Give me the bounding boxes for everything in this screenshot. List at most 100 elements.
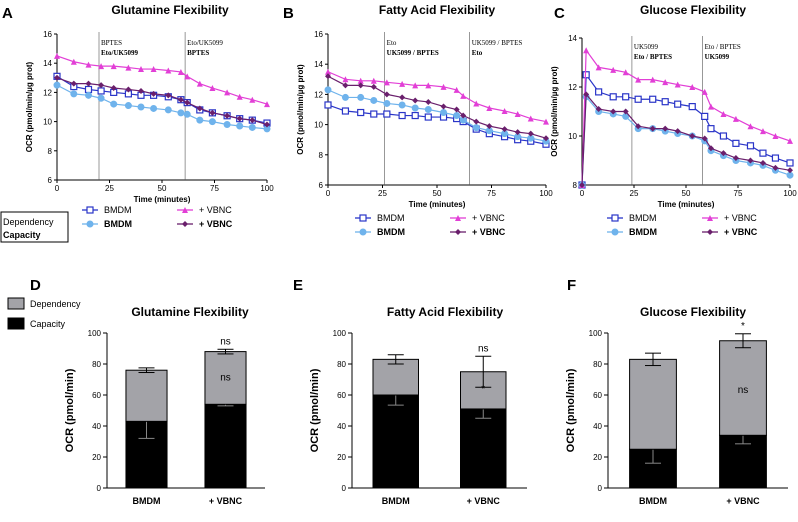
- data-point: [383, 99, 391, 107]
- injection-label: Eto/UK5099: [101, 49, 138, 57]
- y-tick-label: 10: [43, 118, 52, 127]
- x-tick-label: 50: [433, 189, 442, 198]
- data-point: [543, 135, 549, 142]
- legend-label: BMDM: [377, 227, 405, 237]
- data-point: [85, 80, 92, 87]
- injection-label: UK5099: [634, 43, 659, 51]
- data-point: [460, 112, 467, 119]
- y-tick-label: 12: [314, 90, 323, 99]
- chart-title: Glutamine Flexibility: [111, 3, 229, 17]
- data-point: [97, 87, 105, 95]
- y-tick-label: 0: [97, 484, 102, 493]
- data-point: [486, 123, 493, 130]
- y-axis-title: OCR (pmol/min/µg prot): [550, 66, 559, 157]
- injection-label: BPTES: [101, 39, 122, 47]
- legend-marker: [611, 228, 619, 236]
- data-point: [583, 47, 590, 54]
- data-point: [183, 110, 191, 118]
- panel-label: D: [30, 277, 41, 294]
- x-category-label: BMDM: [133, 496, 161, 506]
- data-point: [208, 118, 216, 126]
- data-point: [440, 109, 448, 117]
- legend-label: + VBNC: [199, 205, 232, 215]
- data-point: [579, 182, 585, 188]
- bar-dependency: [719, 340, 767, 436]
- legend-marker: [455, 215, 461, 221]
- y-tick-label: 12: [43, 88, 52, 97]
- legend-label: BMDM: [629, 213, 657, 223]
- bar-capacity: [460, 408, 507, 489]
- data-point: [411, 111, 419, 120]
- data-point: [610, 66, 617, 73]
- x-category-label: BMDM: [382, 496, 410, 506]
- data-point: [595, 64, 602, 71]
- data-point: [688, 102, 696, 111]
- data-point: [412, 97, 419, 104]
- legend-label: + VBNC: [724, 227, 758, 237]
- legend-label: BMDM: [104, 219, 132, 229]
- data-point: [425, 82, 432, 89]
- data-point: [110, 100, 118, 108]
- data-point: [398, 101, 406, 109]
- panel-label: A: [2, 5, 13, 22]
- y-axis-title: OCR (pmol/min/µg prot): [25, 61, 34, 152]
- injection-label: UK5099 / BPTES: [472, 39, 523, 47]
- bar-legend-swatch: [7, 317, 25, 330]
- panel-label: F: [567, 277, 576, 294]
- significance-label: *: [481, 384, 485, 395]
- data-point: [772, 133, 779, 139]
- x-tick-label: 0: [326, 189, 331, 198]
- data-point: [583, 91, 590, 98]
- data-point: [635, 123, 642, 130]
- data-point: [357, 108, 365, 117]
- bar-capacity: [372, 394, 419, 489]
- y-tick-label: 8: [48, 147, 53, 156]
- data-point: [720, 150, 727, 157]
- data-point: [674, 128, 681, 135]
- data-point: [501, 108, 508, 115]
- data-point: [357, 77, 364, 84]
- data-point: [701, 88, 708, 95]
- legend-marker: [611, 214, 619, 222]
- chart-title: Glutamine Flexibility: [131, 305, 249, 319]
- data-point: [138, 87, 144, 94]
- x-tick-label: 100: [783, 189, 797, 198]
- bar-dependency: [125, 369, 168, 422]
- data-point: [196, 116, 204, 124]
- data-point: [341, 107, 350, 115]
- data-point: [527, 115, 534, 122]
- data-point: [150, 104, 158, 112]
- data-point: [610, 108, 617, 115]
- data-point: [649, 95, 657, 103]
- y-tick-label: 14: [568, 34, 577, 43]
- y-axis-title: OCR (pmol/min/µg prot): [296, 64, 305, 155]
- data-point: [707, 125, 715, 133]
- data-point: [85, 91, 92, 99]
- data-point: [357, 93, 365, 101]
- data-point: [325, 73, 331, 80]
- data-point: [398, 111, 406, 120]
- data-point: [184, 99, 191, 106]
- data-point: [264, 101, 270, 108]
- x-tick-label: 25: [378, 189, 387, 198]
- data-point: [453, 112, 461, 120]
- chart-title: Glucose Flexibility: [640, 3, 746, 17]
- data-point: [224, 89, 231, 96]
- data-point: [383, 91, 390, 98]
- data-point: [97, 94, 105, 102]
- data-point: [98, 63, 105, 70]
- x-tick-label: 100: [260, 184, 274, 193]
- data-point: [707, 145, 714, 152]
- y-tick-label: 100: [589, 329, 603, 338]
- series-line: [581, 92, 791, 186]
- y-axis-title: OCR (pmol/min): [64, 368, 76, 452]
- data-point: [514, 129, 521, 136]
- data-point: [746, 142, 755, 150]
- data-point: [689, 84, 696, 90]
- data-point: [209, 109, 216, 116]
- data-point: [164, 106, 172, 114]
- line-legend-box: [0, 211, 69, 243]
- data-point: [707, 103, 714, 110]
- x-tick-label: 100: [539, 189, 553, 198]
- bar-dependency: [629, 358, 677, 450]
